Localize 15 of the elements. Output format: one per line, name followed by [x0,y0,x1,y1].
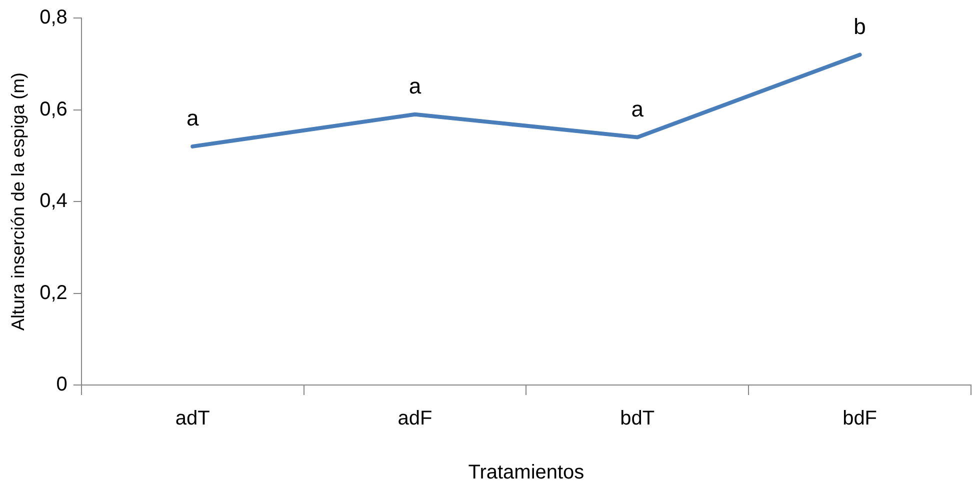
annotation: a [408,73,422,98]
annotation: b [854,14,866,39]
y-tick-label: 0,6 [40,98,68,120]
annotation: a [631,96,644,122]
y-tick-label: 0,2 [40,282,68,304]
x-axis-title: Tratamientos [468,462,584,484]
y-tick-label: 0,4 [40,190,68,212]
y-axis-title: Altura inserción de la espiga (m) [8,72,28,331]
annotation: a [186,106,200,131]
y-tick-label: 0,8 [40,6,68,29]
x-tick-label: bdT [620,408,655,430]
x-tick-label: bdF [842,408,878,430]
y-tick-label: 0 [56,374,68,396]
x-tick-label: adF [398,408,432,430]
x-tick-label: adT [175,408,210,430]
